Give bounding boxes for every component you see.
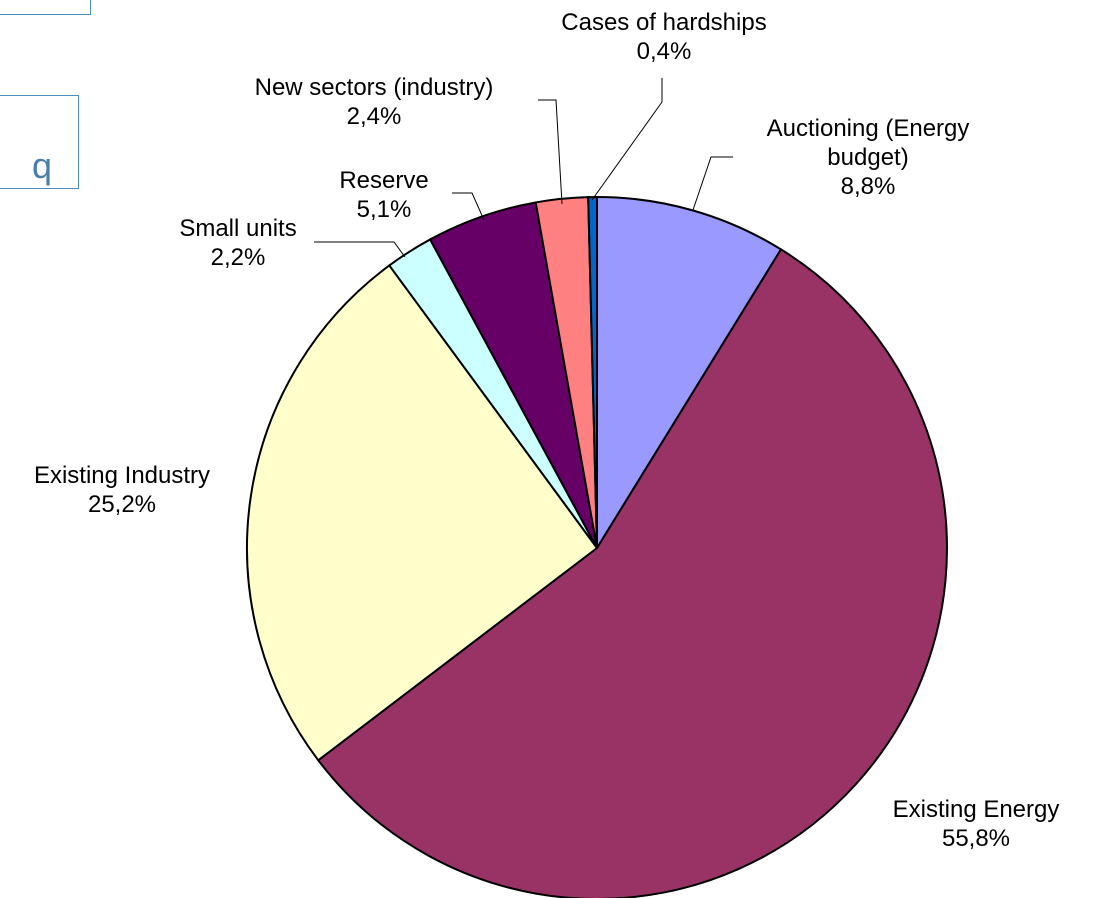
slice-label-text: budget) (827, 144, 908, 171)
slice-value-text: 2,2% (211, 244, 266, 271)
pie-slice-cases-of-hardships (587, 195, 598, 549)
slice-label-text: New sectors (industry) (255, 74, 494, 101)
slice-value-text: 0,4% (637, 38, 692, 65)
slice-label-text: Auctioning (Energy (767, 115, 970, 142)
slice-value-text: 55,8% (942, 825, 1010, 852)
cropped-text-box (0, 95, 79, 189)
slice-label-text: Existing Industry (34, 462, 210, 489)
slice-label-text: Small units (179, 215, 296, 242)
pie-slice-existing-energy (317, 248, 948, 898)
cropped-text-fragment: q (32, 145, 53, 186)
leader-line (314, 241, 406, 258)
slice-label: Cases of hardships 0,4% (561, 9, 766, 65)
slice-label-text: Reserve (339, 167, 428, 194)
slice-label: Existing Energy 55,8% (893, 796, 1060, 852)
slice-label: New sectors (industry) 2,4% (255, 74, 494, 130)
pie-slice-auctioning-energy-budget (596, 196, 782, 549)
slice-label-text: Existing Energy (893, 796, 1060, 823)
slice-label: Small units 2,2% (179, 215, 296, 271)
slice-label: Reserve 5,1% (339, 167, 428, 223)
pie-slice-existing-industry (246, 264, 598, 762)
leader-line (591, 78, 663, 201)
slice-value-text: 25,2% (88, 491, 156, 518)
cropped-box-top (0, 0, 91, 15)
slice-label-text: Cases of hardships (561, 9, 766, 36)
leader-line (452, 192, 485, 221)
leader-line (692, 156, 733, 211)
slice-value-text: 2,4% (347, 103, 402, 130)
slice-value-text: 8,8% (841, 173, 896, 200)
slice-value-text: 5,1% (357, 196, 412, 223)
slice-label: Auctioning (Energy budget) 8,8% (767, 115, 970, 200)
slice-label: Existing Industry 25,2% (34, 462, 210, 518)
leader-line (538, 99, 563, 205)
